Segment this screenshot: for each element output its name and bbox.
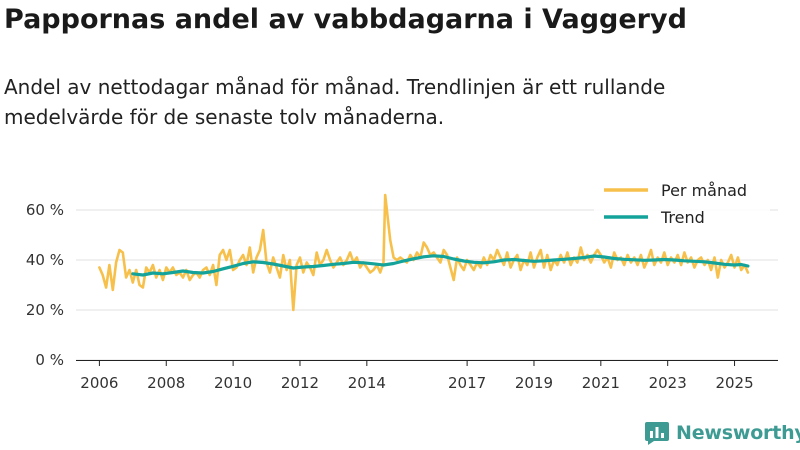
x-tick-label: 2017 bbox=[448, 374, 486, 392]
x-tick-label: 2006 bbox=[80, 374, 118, 392]
brand-name: Newsworthy bbox=[676, 422, 800, 444]
monthly-series-line bbox=[98, 193, 750, 312]
y-tick-label: 0 % bbox=[35, 351, 64, 369]
chart-legend: Per månad Trend bbox=[594, 174, 770, 232]
y-tick-label: 40 % bbox=[26, 251, 64, 269]
x-tick-label: 2021 bbox=[582, 374, 620, 392]
legend-background bbox=[594, 174, 770, 232]
brand-logo: Newsworthy bbox=[644, 420, 800, 446]
trend-series-line bbox=[131, 254, 750, 277]
y-tick-label: 60 % bbox=[26, 201, 64, 219]
page-subtitle: Andel av nettodagar månad för månad. Tre… bbox=[4, 75, 666, 129]
legend-label-monthly: Per månad bbox=[661, 181, 747, 200]
chart-series bbox=[98, 193, 750, 312]
x-tick-label: 2010 bbox=[214, 374, 252, 392]
page-title: Pappornas andel av vabbdagarna i Vaggery… bbox=[4, 4, 687, 35]
grid-lines bbox=[76, 209, 778, 361]
x-tick-label: 2019 bbox=[515, 374, 553, 392]
x-tick-label: 2012 bbox=[281, 374, 319, 392]
y-tick-label: 20 % bbox=[26, 301, 64, 319]
x-tick-label: 2008 bbox=[147, 374, 185, 392]
x-axis: 2006 2008 2010 2012 2014 2017 2019 2021 2023 2025 bbox=[76, 360, 778, 392]
legend-label-trend: Trend bbox=[660, 208, 705, 227]
x-tick-label: 2023 bbox=[649, 374, 687, 392]
x-tick-label: 2025 bbox=[715, 374, 753, 392]
x-tick-label: 2014 bbox=[348, 374, 386, 392]
bar-chart-logo-icon bbox=[645, 422, 669, 445]
y-axis-ticks: 0 % 20 % 40 % 60 % bbox=[26, 201, 64, 369]
